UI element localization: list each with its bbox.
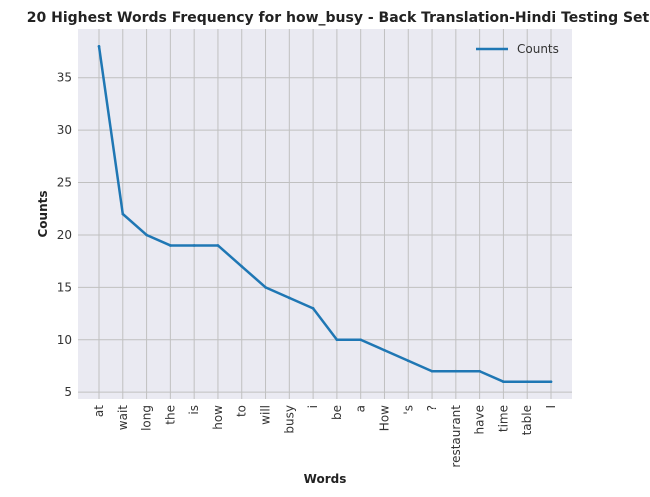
x-tick-label: how [211,405,225,430]
data-point [502,380,505,384]
data-point [406,359,410,363]
x-ticks: at wait long the is how to will busy i be a How 's? re… [92,405,558,468]
y-tick-label: 20 [57,228,72,242]
data-point [288,296,291,300]
x-tick-label: at [92,405,106,417]
data-point [121,212,125,216]
x-tick-label: long [140,405,154,431]
x-tick-label: i [306,405,320,408]
x-tick-label: is [187,405,201,415]
series-layer [97,44,553,384]
x-tick-label: the [163,405,177,425]
x-tick-label: restaurant [449,405,463,468]
legend: Counts [476,42,559,56]
grid [78,29,572,399]
x-tick-label: to [235,405,249,417]
data-point [549,380,553,384]
data-point [240,265,244,268]
data-point [454,369,458,373]
y-axis-label: Counts [36,190,50,237]
x-tick-label: will [259,405,273,425]
data-point [216,244,220,247]
data-point [359,338,362,342]
x-tick-label: ? [425,405,439,411]
x-tick-label: have [473,405,487,434]
x-tick-label: How [377,405,391,431]
y-ticks: 5 10 15 20 25 30 35 [57,71,72,399]
x-tick-label: busy [282,405,296,434]
data-point [478,369,481,373]
x-tick-label: table [520,405,534,435]
series-line [97,45,553,383]
x-tick-label: I [544,405,558,409]
data-point [192,244,196,247]
data-point [145,233,148,237]
y-tick-label: 35 [57,71,72,85]
x-tick-label: 's [401,405,415,415]
data-point [97,44,101,48]
chart-title: 20 Highest Words Frequency for how_busy … [27,10,650,26]
y-tick-label: 25 [57,176,72,190]
x-tick-label: a [354,405,368,412]
x-tick-label: wait [116,405,130,431]
y-tick-label: 30 [57,123,72,137]
legend-label: Counts [517,42,559,56]
data-point [430,369,434,373]
data-point [169,244,172,247]
x-tick-label: time [496,405,510,432]
data-point [525,380,529,384]
data-point [335,338,339,342]
y-tick-label: 15 [57,280,72,294]
data-point [264,286,267,289]
y-tick-label: 10 [57,333,72,347]
data-point [311,307,315,310]
y-tick-label: 5 [64,385,72,399]
plot-area [78,29,572,399]
data-point [383,348,386,352]
x-tick-label: be [330,405,344,420]
x-axis-label: Words [304,472,347,486]
